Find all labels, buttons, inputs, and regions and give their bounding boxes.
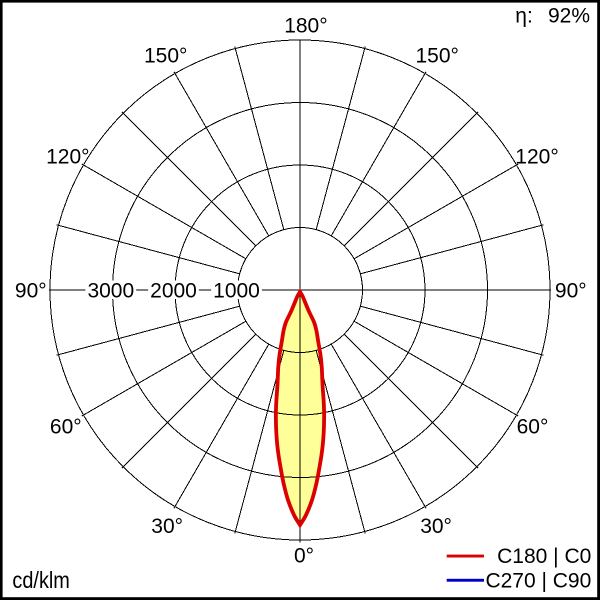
svg-text:120°: 120° — [515, 145, 558, 168]
svg-text:C270 | C90: C270 | C90 — [485, 569, 591, 592]
svg-text:120°: 120° — [46, 145, 89, 168]
svg-text:cd/klm: cd/klm — [12, 567, 70, 593]
svg-text:1000: 1000 — [213, 279, 260, 302]
svg-text:90°: 90° — [15, 280, 47, 303]
svg-text:90°: 90° — [555, 280, 587, 303]
svg-text:2000: 2000 — [150, 279, 197, 302]
svg-text:C180 | C0: C180 | C0 — [497, 545, 591, 568]
svg-text:60°: 60° — [50, 415, 82, 438]
svg-text:150°: 150° — [416, 44, 459, 67]
svg-text:30°: 30° — [420, 515, 452, 538]
svg-text:3000: 3000 — [87, 279, 134, 302]
svg-text:60°: 60° — [517, 415, 549, 438]
svg-text:150°: 150° — [144, 44, 187, 67]
svg-text:92%: 92% — [548, 4, 590, 27]
svg-text:30°: 30° — [151, 515, 183, 538]
svg-text:0°: 0° — [294, 545, 314, 568]
svg-text:η:: η: — [515, 4, 533, 27]
svg-text:180°: 180° — [284, 15, 327, 38]
